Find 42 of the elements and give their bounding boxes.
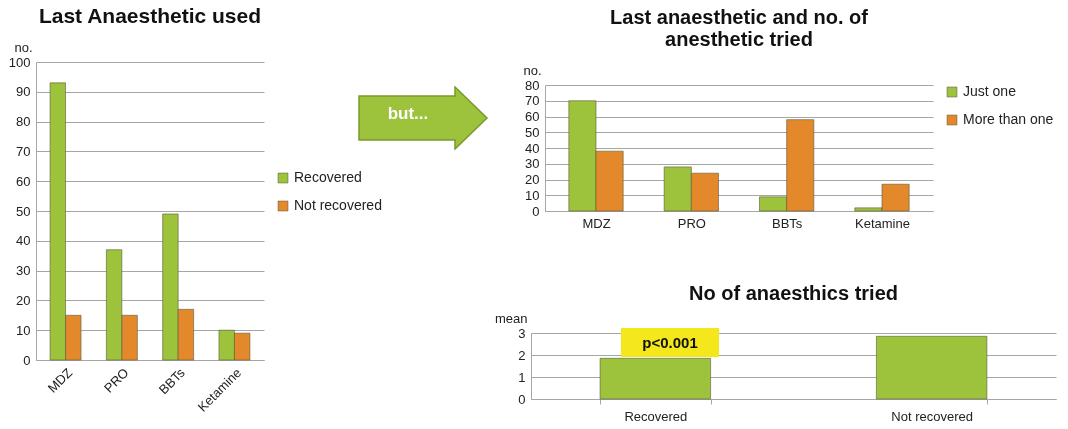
y-tick-label: 80 bbox=[16, 114, 31, 130]
y-tick-label: 1 bbox=[518, 369, 526, 385]
y-tick-label: 80 bbox=[525, 77, 540, 93]
legend-label: Not recovered bbox=[294, 197, 382, 213]
y-tick-label: 100 bbox=[8, 54, 31, 70]
y-tick-label: 90 bbox=[16, 84, 31, 100]
chart-title: No of anaesthics tried bbox=[689, 282, 898, 304]
x-tick-label: Not recovered bbox=[891, 408, 973, 424]
x-tick-label: Ketamine bbox=[855, 215, 910, 231]
y-tick-label: 40 bbox=[16, 233, 31, 249]
text: but... bbox=[386, 104, 430, 124]
y-tick-label: 2 bbox=[518, 347, 526, 363]
chart-title: Last anaesthetic and no. of anesthetic tried bbox=[610, 6, 869, 50]
y-tick-label: 20 bbox=[525, 172, 540, 187]
legend-label: Just one bbox=[963, 83, 1017, 99]
y-axis-title: no. bbox=[523, 62, 542, 78]
y-tick-label: 60 bbox=[16, 173, 31, 189]
y-tick-label: 30 bbox=[525, 156, 540, 172]
x-tick-label: PRO bbox=[677, 215, 706, 231]
y-tick-label: 50 bbox=[16, 203, 31, 219]
x-tick-label: MDZ bbox=[582, 215, 611, 231]
y-tick-label: 10 bbox=[16, 322, 31, 338]
y-tick-label: 0 bbox=[532, 203, 540, 219]
x-tick-label: Recovered bbox=[624, 408, 688, 424]
y-tick-label: 40 bbox=[525, 140, 540, 156]
y-tick-label: 30 bbox=[16, 263, 31, 279]
y-tick-label: 3 bbox=[518, 325, 526, 341]
x-tick-label: BBTs bbox=[771, 215, 803, 231]
legend-label: More than one bbox=[963, 111, 1054, 127]
chart-title: Last Anaesthetic used bbox=[38, 4, 262, 27]
y-tick-label: 60 bbox=[525, 109, 540, 124]
legend-label: Recovered bbox=[294, 169, 362, 185]
y-tick-label: 0 bbox=[518, 391, 526, 407]
y-tick-label: 50 bbox=[525, 124, 540, 140]
annotation: p<0.001 bbox=[621, 328, 719, 357]
y-tick-label: 0 bbox=[23, 352, 31, 368]
y-tick-label: 10 bbox=[525, 187, 540, 203]
y-tick-label: 70 bbox=[16, 143, 31, 159]
y-axis-title: no. bbox=[14, 39, 33, 55]
y-tick-label: 20 bbox=[16, 292, 31, 308]
y-tick-label: 70 bbox=[525, 93, 540, 109]
y-axis-title: mean bbox=[494, 310, 528, 326]
